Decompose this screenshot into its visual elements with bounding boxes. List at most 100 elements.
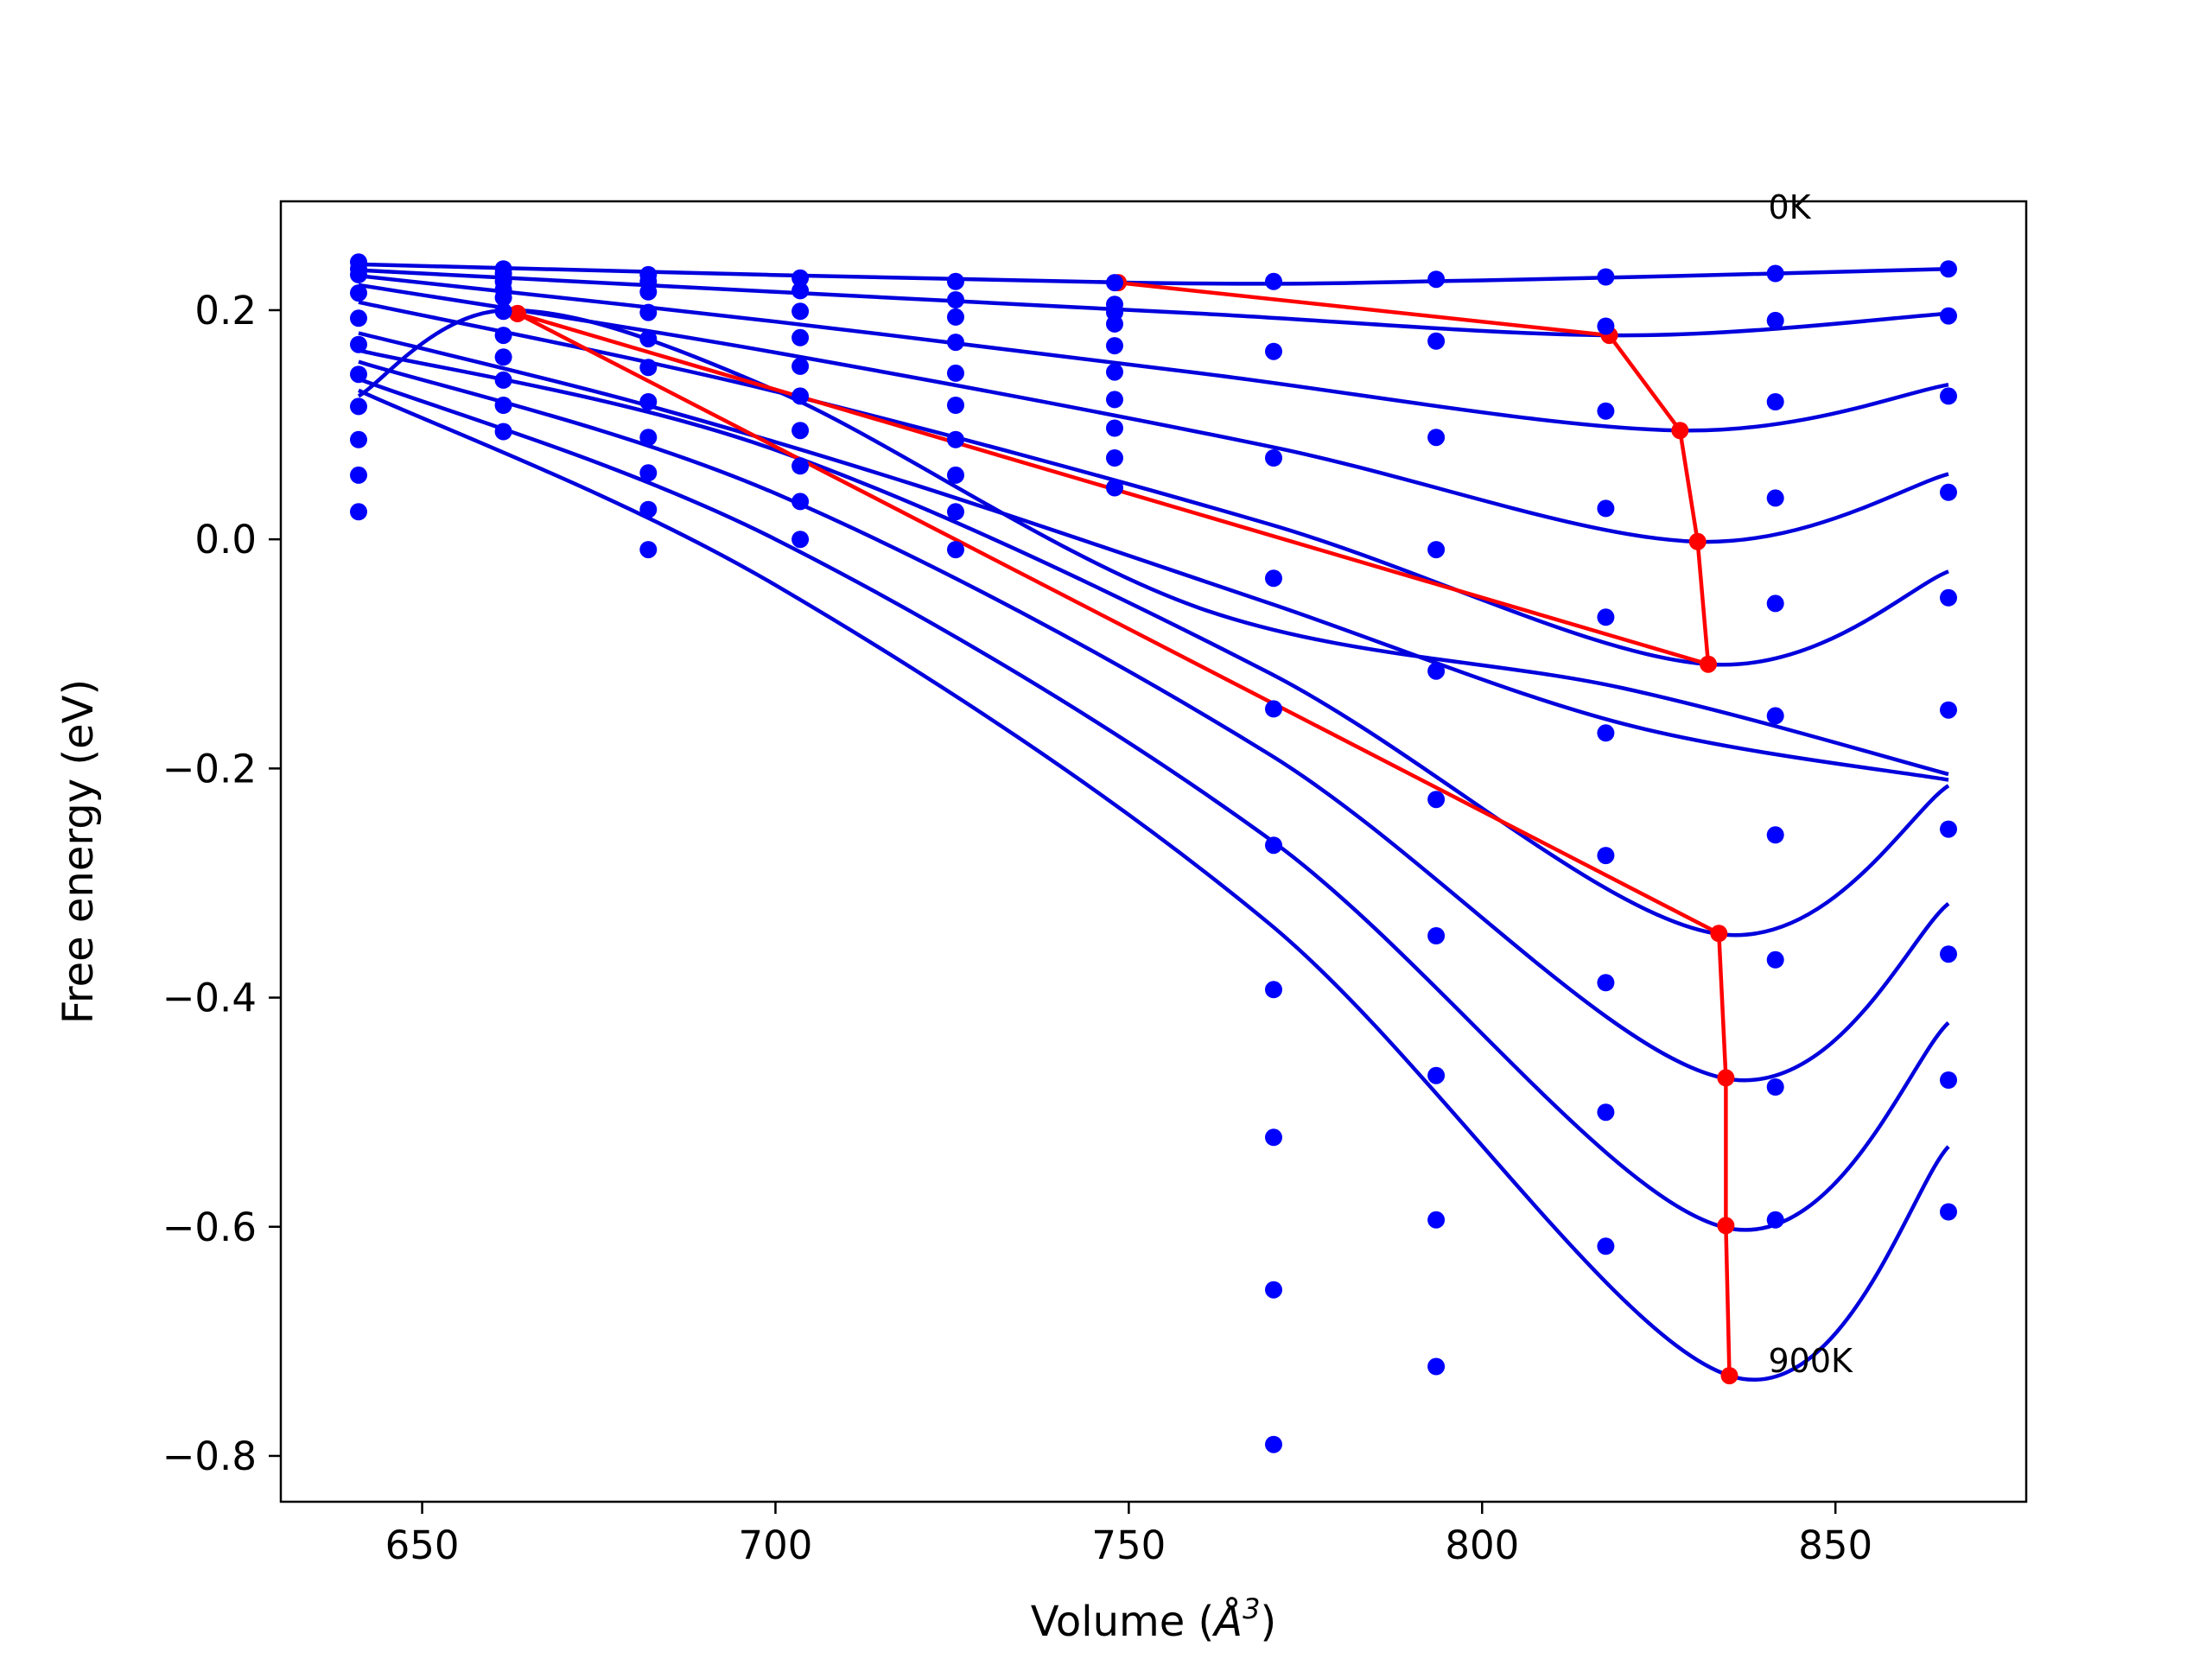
equilibrium-point bbox=[509, 304, 526, 322]
data-point bbox=[947, 272, 964, 290]
data-point bbox=[1597, 724, 1615, 742]
data-point bbox=[1427, 541, 1446, 559]
x-axis-ticks: 650 700 750 800 850 bbox=[385, 1502, 1872, 1568]
data-point bbox=[1597, 974, 1615, 992]
data-point bbox=[350, 365, 367, 384]
equilibrium-point bbox=[1710, 925, 1728, 943]
data-point bbox=[639, 303, 658, 321]
data-point bbox=[1106, 315, 1123, 333]
data-point bbox=[1940, 701, 1957, 719]
fit-curve-2 bbox=[358, 273, 1949, 433]
data-point bbox=[947, 466, 964, 484]
data-point bbox=[350, 466, 367, 484]
fit-curve-5 bbox=[358, 331, 1949, 782]
data-point bbox=[1265, 569, 1282, 588]
data-point bbox=[350, 430, 367, 448]
x-axis-label: Volume (Å3) bbox=[1031, 1592, 1276, 1646]
data-point bbox=[791, 302, 810, 321]
data-point bbox=[1766, 707, 1784, 725]
data-point bbox=[791, 387, 810, 405]
data-point bbox=[1427, 791, 1446, 809]
data-point bbox=[1106, 391, 1123, 409]
fit-curve-7 bbox=[358, 359, 1950, 1083]
data-point bbox=[1766, 264, 1784, 283]
data-point bbox=[1106, 274, 1123, 292]
data-point bbox=[1106, 419, 1123, 437]
equilibrium-point bbox=[1717, 1217, 1735, 1235]
y-tick-label: 0.0 bbox=[194, 517, 257, 563]
equilibrium-segment-8 bbox=[1724, 1225, 1732, 1376]
x-tick-label: 750 bbox=[1091, 1522, 1166, 1568]
x-tick-label: 650 bbox=[385, 1522, 460, 1568]
equilibrium-segment-6 bbox=[1717, 933, 1728, 1078]
x-axis-label-close: ) bbox=[1260, 1598, 1276, 1646]
equilibrium-segment-5 bbox=[516, 311, 1720, 936]
data-point bbox=[1766, 594, 1784, 613]
data-point bbox=[350, 335, 367, 353]
data-point bbox=[494, 348, 512, 366]
data-point bbox=[1265, 1281, 1282, 1299]
data-point bbox=[947, 364, 964, 382]
data-point bbox=[1265, 981, 1282, 999]
x-tick-label: 700 bbox=[739, 1522, 813, 1568]
data-point bbox=[1106, 479, 1123, 497]
y-axis-ticks: −0.8 −0.6 −0.4 −0.2 0.0 0.2 bbox=[162, 288, 281, 1479]
data-point bbox=[1766, 1211, 1784, 1229]
data-point bbox=[1265, 700, 1282, 718]
equilibrium-point bbox=[1700, 655, 1717, 673]
data-point bbox=[947, 308, 964, 326]
data-point bbox=[1597, 499, 1615, 518]
data-point bbox=[1940, 820, 1957, 838]
data-point bbox=[494, 327, 512, 345]
data-point bbox=[1265, 272, 1282, 290]
data-point bbox=[1427, 662, 1446, 680]
x-tick-label: 800 bbox=[1445, 1522, 1519, 1568]
data-point bbox=[947, 430, 964, 448]
fit-curve-9 bbox=[358, 388, 1950, 1382]
data-point bbox=[791, 328, 810, 346]
y-tick-label: −0.4 bbox=[162, 976, 257, 1021]
data-point bbox=[791, 269, 810, 287]
data-point bbox=[1597, 608, 1615, 626]
data-point bbox=[1427, 429, 1446, 447]
data-point bbox=[350, 397, 367, 416]
data-point bbox=[350, 309, 367, 327]
y-axis-label: Free energy (eV) bbox=[54, 679, 103, 1024]
equilibrium-point bbox=[1671, 422, 1689, 440]
data-point bbox=[1597, 317, 1615, 335]
equilibrium-segment-3 bbox=[1695, 541, 1711, 664]
data-point bbox=[1940, 483, 1957, 501]
x-tick-label: 850 bbox=[1798, 1522, 1872, 1568]
data-point bbox=[1427, 1357, 1446, 1376]
data-point bbox=[350, 265, 367, 283]
data-point bbox=[1106, 449, 1123, 467]
equilibrium-point bbox=[1688, 532, 1707, 550]
data-point bbox=[1106, 363, 1123, 381]
equilibrium-point bbox=[1720, 1367, 1738, 1385]
data-point bbox=[639, 359, 658, 377]
data-point bbox=[1265, 836, 1282, 855]
data-point bbox=[947, 334, 964, 352]
data-point bbox=[494, 423, 512, 441]
data-point bbox=[1597, 402, 1615, 420]
data-point bbox=[1427, 332, 1446, 350]
data-point bbox=[1940, 588, 1957, 607]
data-point bbox=[1597, 1237, 1615, 1255]
data-point bbox=[350, 284, 367, 302]
data-point bbox=[1265, 449, 1282, 467]
data-point bbox=[639, 429, 658, 447]
equilibrium-point bbox=[1717, 1069, 1735, 1087]
data-point bbox=[791, 282, 810, 300]
data-point bbox=[791, 493, 810, 511]
data-point bbox=[947, 503, 964, 521]
data-point bbox=[1766, 826, 1784, 844]
data-point bbox=[1940, 945, 1957, 963]
x-axis-label-exponent: 3 bbox=[1243, 1592, 1260, 1625]
data-point bbox=[639, 393, 658, 410]
data-point bbox=[639, 283, 658, 301]
fit-curve-3 bbox=[358, 283, 1949, 544]
data-point bbox=[1940, 307, 1957, 325]
fit-curve-1 bbox=[358, 268, 1949, 338]
